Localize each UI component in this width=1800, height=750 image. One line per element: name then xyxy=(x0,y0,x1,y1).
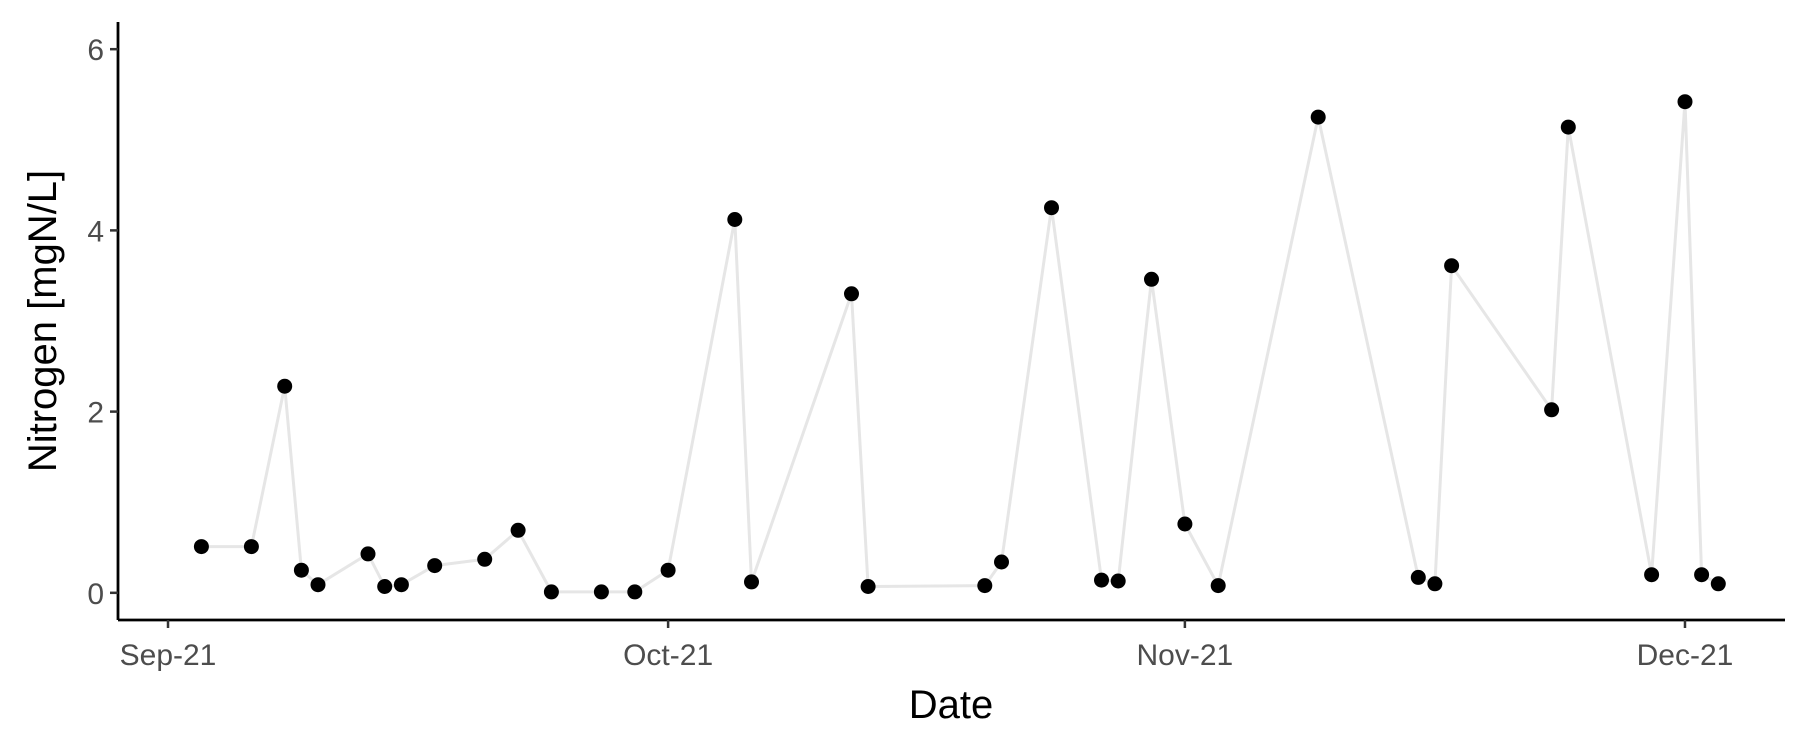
data-point xyxy=(1644,567,1660,583)
data-point xyxy=(1560,119,1576,135)
y-tick-label: 6 xyxy=(87,34,104,67)
x-axis-title: Date xyxy=(909,683,994,727)
data-point xyxy=(1094,572,1109,588)
data-point xyxy=(1544,402,1560,418)
data-point xyxy=(1177,516,1193,532)
data-point xyxy=(243,539,259,555)
data-point xyxy=(1710,576,1726,592)
x-tick-label: Sep-21 xyxy=(120,639,217,672)
data-point xyxy=(293,562,309,578)
data-point xyxy=(393,577,409,593)
data-point xyxy=(510,522,526,538)
data-point xyxy=(744,574,759,590)
data-point xyxy=(860,579,876,594)
data-point xyxy=(477,551,493,567)
y-tick-label: 4 xyxy=(87,215,104,248)
data-point xyxy=(377,579,393,594)
data-point xyxy=(310,577,326,593)
data-point xyxy=(193,539,209,555)
data-point xyxy=(627,584,643,600)
data-point xyxy=(360,546,376,562)
data-point xyxy=(1444,258,1460,274)
data-point xyxy=(1144,271,1159,287)
data-point xyxy=(277,378,293,394)
data-point xyxy=(994,554,1009,570)
data-point xyxy=(844,286,859,302)
data-point xyxy=(543,584,559,600)
data-point xyxy=(1694,567,1710,583)
data-point xyxy=(1310,109,1326,125)
data-point xyxy=(727,212,743,227)
y-tick-label: 2 xyxy=(87,397,104,430)
data-point xyxy=(1410,569,1426,585)
ticks-layer: 0 2 4 6 Sep-21 Oct-21 Nov-21 Dec-21 xyxy=(87,34,1733,672)
data-point xyxy=(660,562,676,578)
series-layer xyxy=(193,94,1726,600)
x-tick-label: Dec-21 xyxy=(1637,639,1734,672)
axes-layer xyxy=(116,22,1785,622)
data-point xyxy=(1677,94,1693,110)
data-point xyxy=(977,578,993,594)
y-tick-label: 0 xyxy=(87,578,104,611)
y-axis-title: Nitrogen [mgN/L] xyxy=(21,170,65,472)
x-tick-label: Nov-21 xyxy=(1137,639,1234,672)
data-point xyxy=(1427,576,1443,592)
data-point xyxy=(1210,578,1226,594)
data-point xyxy=(593,584,609,600)
data-point xyxy=(1110,573,1126,589)
data-point xyxy=(427,558,443,574)
x-tick-label: Oct-21 xyxy=(623,639,713,672)
data-point xyxy=(1044,200,1059,216)
